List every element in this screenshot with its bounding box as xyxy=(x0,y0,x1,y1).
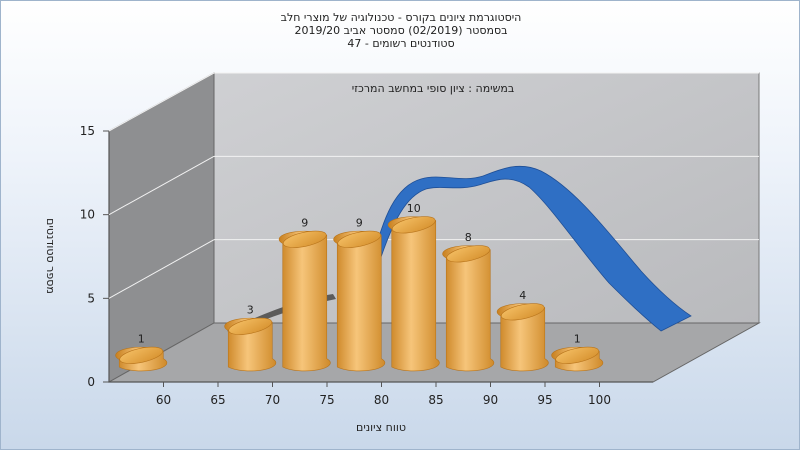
x-tick-label: 60 xyxy=(156,393,171,407)
bar: 8 xyxy=(442,231,495,372)
y-tick-label: 10 xyxy=(80,208,95,222)
bar-top xyxy=(119,346,164,364)
bar-value-label: 4 xyxy=(519,289,526,302)
x-axis-label: טווח ציונים xyxy=(356,421,406,434)
bar-body xyxy=(333,230,386,372)
y-tick-labels: 0 5 10 15 xyxy=(80,124,95,389)
bar-top xyxy=(228,317,273,335)
bar-value-label: 1 xyxy=(138,333,145,346)
chart-title-line-1: היסטוגרמת ציונים בקורס - טכנולוגיה של מו… xyxy=(280,11,522,24)
bar-top xyxy=(446,245,491,263)
bars-group: 1 3 9 9 10 8 4 1 xyxy=(115,202,604,372)
x-tick-label: 70 xyxy=(265,393,280,407)
bar-top xyxy=(555,346,600,364)
bar: 10 xyxy=(387,202,440,372)
bar: 1 xyxy=(551,333,604,372)
bar: 9 xyxy=(333,217,386,372)
bar-top xyxy=(391,216,436,234)
bar-value-label: 1 xyxy=(574,333,581,346)
chart-subtitle: במשימה : ציון סופי במחשב המרכזי xyxy=(352,82,515,95)
bar-top xyxy=(500,303,545,321)
x-tick-label: 90 xyxy=(483,393,498,407)
y-tick-label: 0 xyxy=(87,375,95,389)
x-tick-label: 85 xyxy=(428,393,443,407)
x-tick-label: 80 xyxy=(374,393,389,407)
bar: 4 xyxy=(496,289,549,372)
x-tick-label: 65 xyxy=(210,393,225,407)
bar-value-label: 10 xyxy=(407,202,421,215)
bar: 9 xyxy=(278,217,331,372)
bar-value-label: 3 xyxy=(247,304,254,317)
gridlines xyxy=(103,72,759,383)
x-tick-labels: 60 65 70 75 80 85 90 95 100 xyxy=(156,382,611,407)
bar-value-label: 9 xyxy=(356,217,363,230)
bar: 3 xyxy=(224,304,277,372)
bar-body xyxy=(496,303,549,372)
distribution-curve xyxy=(370,165,692,332)
gridline-left xyxy=(108,72,215,132)
bar-value-label: 9 xyxy=(301,217,308,230)
x-tick-label: 100 xyxy=(588,393,611,407)
gridline-left xyxy=(108,155,215,216)
bar-body xyxy=(442,245,495,372)
bar-top xyxy=(337,230,382,248)
bar: 1 xyxy=(115,333,168,372)
y-tick-label: 15 xyxy=(80,124,95,138)
bar-value-label: 8 xyxy=(465,231,472,244)
bar-body xyxy=(387,216,440,372)
chart-title-line-2: בסמסטר (02/2019) סמסטר אביב 2019/20 xyxy=(294,24,508,37)
gridline-left xyxy=(108,239,215,299)
bar-body xyxy=(278,230,331,372)
bar-top xyxy=(282,230,327,248)
x-tick-label: 75 xyxy=(319,393,334,407)
y-tick-label: 5 xyxy=(87,291,95,305)
y-axis-label: מספר סטודנטים xyxy=(44,218,57,294)
chart-title-line-3: סטודנטים רשומים - 47 xyxy=(347,37,455,50)
x-tick-label: 95 xyxy=(537,393,552,407)
